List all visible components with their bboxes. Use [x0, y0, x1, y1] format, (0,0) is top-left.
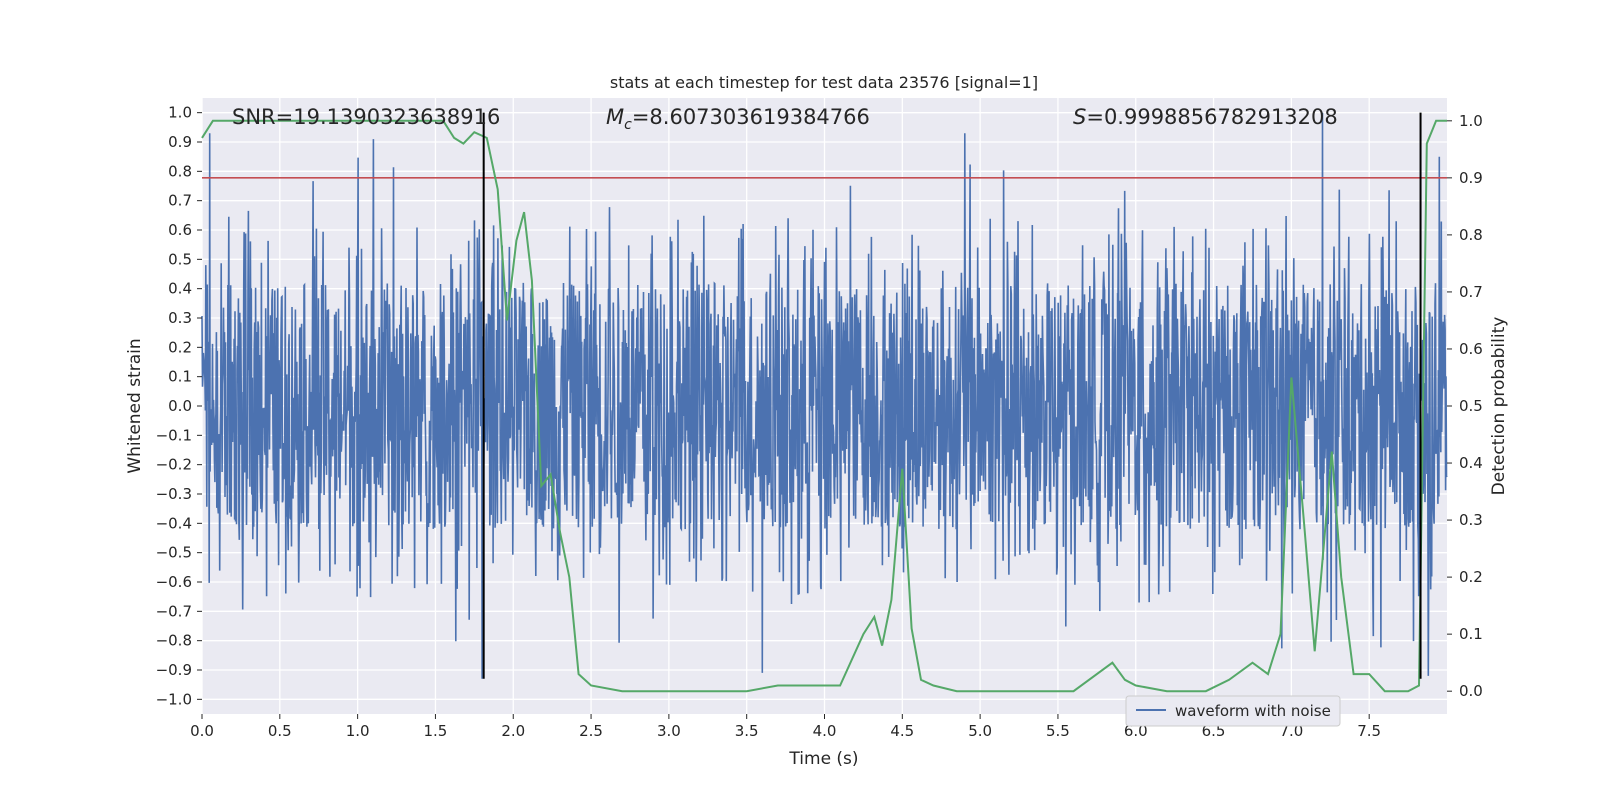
probability-line: [201, 119, 1447, 693]
y-tick-label: −0.1: [156, 426, 192, 444]
axes-layer: 0.0 0.5 1.0 1.5 2.0 2.5 3.0 3.5 4.0 4.5 5.0 5.5 6.0 6…: [156, 104, 1483, 740]
chirp-mass-subscript: c: [624, 117, 632, 133]
y-tick-label: −0.4: [156, 514, 192, 532]
y2-tick-label: 0.2: [1459, 568, 1483, 586]
y-axis-title: Whitened strain: [125, 338, 145, 473]
y-tick-label: −0.8: [156, 632, 192, 650]
snr-annotation: SNR=19.1390323638916: [232, 105, 500, 129]
y2-tick-label: 0.4: [1459, 454, 1483, 472]
score-value: =0.9998856782913208: [1086, 105, 1337, 129]
y-tick-label: 0.8: [168, 162, 192, 180]
y2-tick-label: 0.8: [1459, 226, 1483, 244]
y-tick-label: 0.0: [168, 397, 192, 415]
x-tick-label: 0.5: [268, 722, 292, 740]
x-tick-label: 3.0: [657, 722, 681, 740]
x-axis-title: Time (s): [788, 749, 858, 769]
y-tick-label: −0.3: [156, 485, 192, 503]
legend: waveform with noise: [1125, 695, 1341, 727]
score-symbol: S: [1073, 105, 1086, 129]
x-tick-label: 4.0: [813, 722, 837, 740]
legend-label-waveform: waveform with noise: [1175, 702, 1331, 720]
y-tick-label: 0.3: [168, 309, 192, 327]
y2-tick-label: 0.9: [1459, 169, 1483, 187]
y2-tick-label: 0.7: [1459, 283, 1483, 301]
x-tick-label: 1.5: [424, 722, 448, 740]
x-tick-label: 1.0: [346, 722, 370, 740]
x-tick-label: 5.0: [968, 722, 992, 740]
y2-tick-label: 0.3: [1459, 511, 1483, 529]
y-tick-label: −0.6: [156, 573, 192, 591]
y-tick-label: −0.2: [156, 456, 192, 474]
x-tick-label: 4.5: [890, 722, 914, 740]
x-tick-label: 0.0: [190, 722, 214, 740]
y2-tick-label: 1.0: [1459, 112, 1483, 130]
chirp-mass-symbol: M: [606, 105, 624, 129]
waveform-line: [201, 112, 1448, 679]
x-tick-label: 3.5: [735, 722, 759, 740]
x-tick-label: 2.0: [501, 722, 525, 740]
x-tick-label: 5.5: [1046, 722, 1070, 740]
chart-title: stats at each timestep for test data 235…: [610, 73, 1038, 92]
y-tick-label: −0.7: [156, 602, 192, 620]
y-tick-label: 0.2: [168, 338, 192, 356]
y2-tick-label: 0.1: [1459, 625, 1483, 643]
legend-box: [1125, 695, 1341, 727]
chirp-mass-annotation: Mc=8.607303619384766: [606, 105, 870, 133]
x-tick-label: 7.5: [1357, 722, 1381, 740]
y-tick-label: 0.5: [168, 250, 192, 268]
y-tick-label: 1.0: [168, 104, 192, 122]
y-tick-label: −1.0: [156, 690, 192, 708]
y-tick-label: −0.9: [156, 661, 192, 679]
y2-tick-label: 0.5: [1459, 397, 1483, 415]
y2-tick-label: 0.6: [1459, 340, 1483, 358]
y-tick-label: −0.5: [156, 544, 192, 562]
y-tick-label: 0.4: [168, 280, 192, 298]
y-tick-label: 0.7: [168, 192, 192, 210]
y-tick-label: 0.6: [168, 221, 192, 239]
score-annotation: S=0.9998856782913208: [1073, 105, 1338, 129]
y2-axis-title: Detection probability: [1489, 317, 1509, 496]
y-tick-label: 0.9: [168, 133, 192, 151]
series-layer: [201, 112, 1448, 693]
chirp-mass-value: =8.607303619384766: [632, 105, 870, 129]
y-tick-label: 0.1: [168, 368, 192, 386]
y2-tick-label: 0.0: [1459, 682, 1483, 700]
x-tick-label: 2.5: [579, 722, 603, 740]
